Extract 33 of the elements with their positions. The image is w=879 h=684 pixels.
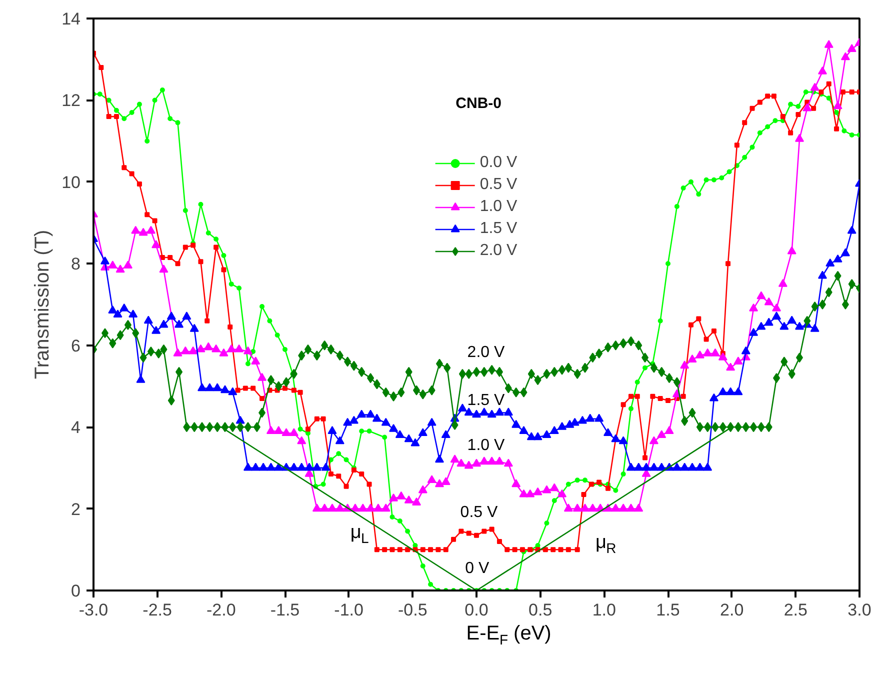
x-tick-label: -0.5: [398, 600, 428, 620]
x-tick-label: 2.5: [784, 600, 808, 620]
x-tick-label: -1.5: [270, 600, 300, 620]
x-tick-label: 2.0: [720, 600, 744, 620]
y-tick-label: 0: [71, 582, 81, 600]
y-tick-label: 4: [71, 418, 81, 438]
annotation: 0 V: [465, 560, 490, 577]
legend-label: 1.5 V: [480, 220, 518, 238]
annotation: 0.5 V: [460, 504, 498, 521]
y-tick-label: 12: [62, 91, 81, 110]
legend-label: 0.5 V: [480, 176, 518, 194]
legend-label: 2.0 V: [480, 242, 518, 260]
x-tick-label: 3.0: [848, 600, 872, 620]
x-tick-label: 0.0: [464, 600, 488, 620]
x-tick-label: 0.5: [528, 600, 552, 620]
y-axis-title: Transmission (T): [32, 230, 54, 380]
annotation: 1.5 V: [467, 392, 505, 409]
legend-label: 1.0 V: [480, 198, 518, 216]
legend-label: 0.0 V: [480, 154, 518, 172]
x-tick-label: -3.0: [78, 600, 108, 620]
y-tick-label: 2: [71, 500, 81, 519]
y-tick-label: 14: [62, 10, 81, 28]
y-tick-label: 6: [71, 336, 81, 356]
annotation: 1.0 V: [467, 437, 505, 454]
x-tick-label: 1.0: [592, 600, 616, 620]
annotation: 2.0 V: [467, 344, 505, 361]
y-tick-label: 10: [62, 172, 81, 192]
x-tick-label: -2.5: [142, 600, 172, 620]
x-tick-label: -2.0: [206, 600, 236, 620]
x-tick-label: 1.5: [656, 600, 680, 620]
x-tick-label: -1.0: [334, 600, 364, 620]
text: CNB-0: [456, 95, 502, 112]
y-tick-label: 8: [71, 254, 81, 274]
